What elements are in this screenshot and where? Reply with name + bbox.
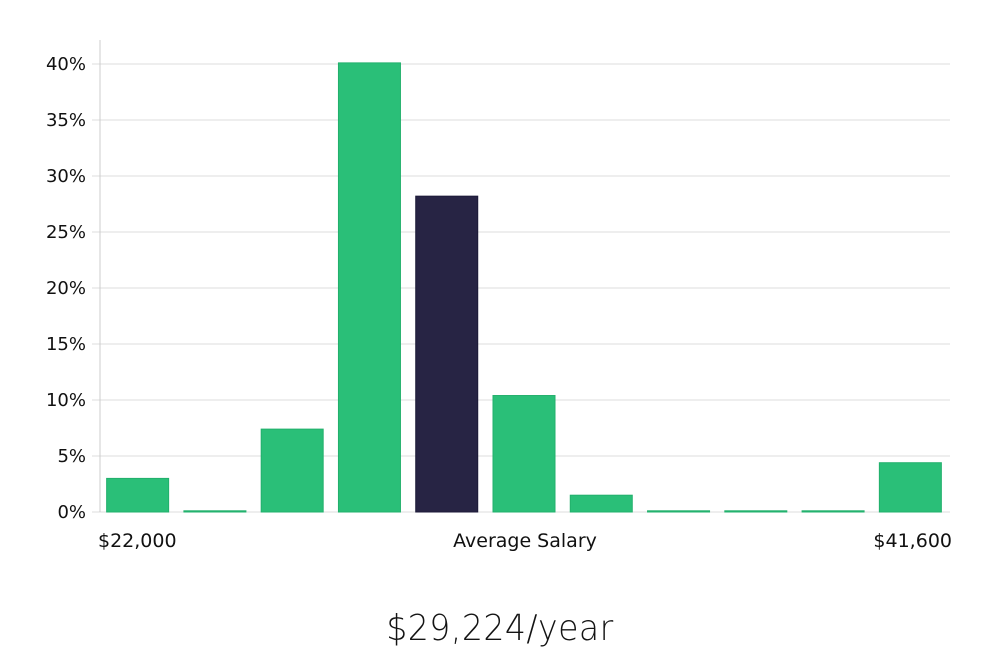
salary-distribution-chart: 0% 5% 10% 15% 20% 25% 30% 35% 40% $22,000 Averag… bbox=[46, 40, 952, 552]
x-axis-min-label: $22,000 bbox=[98, 530, 177, 552]
y-tick-label-10: 10% bbox=[46, 390, 86, 411]
grid-lines bbox=[92, 63, 950, 513]
y-tick-label-5: 5% bbox=[57, 446, 86, 467]
x-axis-title: Average Salary bbox=[453, 530, 597, 552]
y-tick-label-35: 35% bbox=[46, 110, 86, 131]
bar-10 bbox=[801, 510, 865, 513]
y-tick-label-15: 15% bbox=[46, 334, 86, 355]
average-salary-value: $29,224/year bbox=[386, 608, 614, 649]
bar-8 bbox=[647, 510, 711, 513]
y-tick-label-25: 25% bbox=[46, 222, 86, 243]
x-axis-max-label: $41,600 bbox=[873, 530, 952, 552]
y-axis-ticks: 0% 5% 10% 15% 20% 25% 30% 35% 40% bbox=[46, 54, 86, 523]
bar-11 bbox=[878, 462, 942, 513]
bar-4 bbox=[337, 62, 401, 513]
y-tick-label-20: 20% bbox=[46, 278, 86, 299]
bar-9 bbox=[724, 510, 788, 513]
bar-2 bbox=[183, 510, 247, 513]
bar-7 bbox=[569, 494, 633, 513]
y-tick-label-40: 40% bbox=[46, 54, 86, 75]
bar-6 bbox=[492, 395, 556, 513]
bar-3 bbox=[260, 428, 324, 513]
bar-average-salary bbox=[415, 195, 479, 513]
y-tick-label-0: 0% bbox=[57, 502, 86, 523]
bar-1 bbox=[106, 477, 170, 513]
bars bbox=[106, 62, 942, 513]
y-tick-label-30: 30% bbox=[46, 166, 86, 187]
